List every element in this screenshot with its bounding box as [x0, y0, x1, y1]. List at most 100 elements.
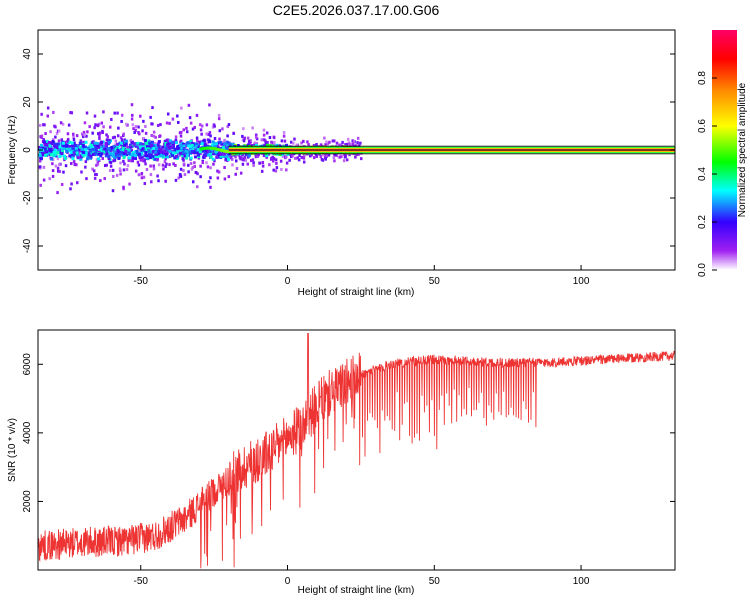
heatmap-cell	[66, 139, 70, 143]
heatmap-cell	[61, 141, 65, 145]
heatmap-cell	[126, 164, 130, 168]
heatmap-cell	[159, 150, 163, 154]
heatmap-cell	[272, 156, 276, 160]
heatmap-cell	[302, 139, 305, 143]
heatmap-cell	[72, 141, 76, 145]
heatmap-cell	[59, 121, 63, 125]
heatmap-cell	[262, 133, 266, 137]
heatmap-cell	[168, 163, 171, 167]
heatmap-cell	[119, 141, 123, 145]
heatmap-cell	[180, 148, 184, 152]
heatmap-cell	[178, 147, 182, 151]
heatmap-cell	[293, 137, 296, 141]
heatmap-cell	[141, 155, 144, 159]
heatmap-cell	[285, 168, 288, 172]
heatmap-cell	[71, 144, 75, 148]
heatmap-cell	[190, 149, 194, 153]
heatmap-cell	[142, 119, 145, 123]
heatmap-cell	[51, 162, 54, 166]
heatmap-cell	[149, 153, 153, 157]
heatmap-cell	[51, 174, 55, 178]
heatmap-cell	[211, 143, 215, 147]
heatmap-cell	[176, 114, 179, 118]
heatmap-cell	[216, 176, 220, 180]
heatmap-cell	[45, 150, 49, 154]
heatmap-cell	[338, 155, 342, 159]
heatmap-cell	[185, 154, 189, 158]
y-tick-label: 40	[22, 48, 33, 60]
heatmap-cell	[69, 150, 73, 154]
spectrogram-x-ticks: -50 0 50 100	[134, 265, 590, 287]
heatmap-cell	[119, 143, 122, 147]
heatmap-cell	[150, 180, 153, 184]
heatmap-cell	[315, 143, 318, 147]
heatmap-cell	[188, 116, 192, 120]
heatmap-cell	[188, 147, 192, 151]
heatmap-cell	[255, 137, 259, 141]
heatmap-cell	[243, 136, 247, 140]
heatmap-cell	[151, 154, 155, 158]
heatmap-cell	[144, 131, 148, 135]
heatmap-cell	[254, 135, 258, 139]
heatmap-cell	[94, 151, 98, 155]
heatmap-cell	[262, 128, 266, 132]
snr-x-ticks: -50 0 50 100	[134, 565, 590, 587]
heatmap-cell	[173, 148, 177, 152]
heatmap-cell	[332, 156, 336, 160]
heatmap-cell	[300, 155, 304, 159]
heatmap-cell	[85, 111, 89, 115]
heatmap-cell	[122, 132, 125, 136]
heatmap-cell	[288, 153, 292, 157]
heatmap-cell	[288, 158, 291, 162]
heatmap-cell	[120, 119, 123, 123]
heatmap-cell	[72, 132, 75, 136]
heatmap-cell	[125, 122, 128, 126]
heatmap-cell	[179, 144, 183, 148]
heatmap-cell	[191, 145, 195, 149]
heatmap-cell	[212, 123, 216, 127]
heatmap-cell	[195, 139, 199, 143]
heatmap-cell	[52, 144, 56, 148]
heatmap-cell	[51, 152, 55, 156]
heatmap-cell	[105, 152, 109, 156]
heatmap-cell	[122, 145, 126, 149]
heatmap-cell	[42, 138, 45, 142]
heatmap-cell	[251, 158, 255, 162]
heatmap-cell	[199, 151, 203, 155]
x-tick-label: 0	[285, 576, 291, 587]
heatmap-cell	[217, 117, 221, 121]
heatmap-cell	[123, 162, 126, 166]
heatmap-cell	[264, 141, 268, 145]
heatmap-cell	[134, 154, 138, 158]
spectrogram-heatmap	[38, 103, 675, 195]
heatmap-cell	[79, 157, 83, 161]
heatmap-cell	[355, 153, 359, 157]
heatmap-cell	[307, 143, 310, 147]
snr-y-ticks: 2000 4000 6000	[22, 353, 675, 513]
heatmap-cell	[348, 142, 351, 146]
heatmap-cell	[113, 111, 116, 115]
heatmap-cell	[164, 146, 168, 150]
heatmap-cell	[57, 148, 61, 152]
heatmap-cell	[123, 147, 127, 151]
heatmap-cell	[312, 156, 316, 160]
heatmap-cell	[199, 128, 203, 132]
heatmap-cell	[38, 147, 42, 151]
snr-frame	[37, 329, 676, 571]
heatmap-cell	[270, 140, 273, 144]
heatmap-cell	[91, 144, 95, 148]
heatmap-cell	[177, 176, 180, 180]
heatmap-cell	[134, 128, 137, 132]
heatmap-cell	[132, 152, 136, 156]
heatmap-cell	[104, 149, 108, 153]
heatmap-cell	[179, 134, 183, 138]
heatmap-cell	[106, 135, 110, 139]
heatmap-cell	[66, 149, 70, 153]
heatmap-cell	[165, 121, 169, 125]
heatmap-cell	[41, 146, 45, 150]
heatmap-cell	[111, 168, 115, 172]
heatmap-cell	[194, 144, 198, 148]
spectrogram-y-ticks: -40 -20 0 20 40	[22, 48, 675, 253]
heatmap-cell	[97, 152, 101, 156]
heatmap-cell	[326, 142, 330, 146]
